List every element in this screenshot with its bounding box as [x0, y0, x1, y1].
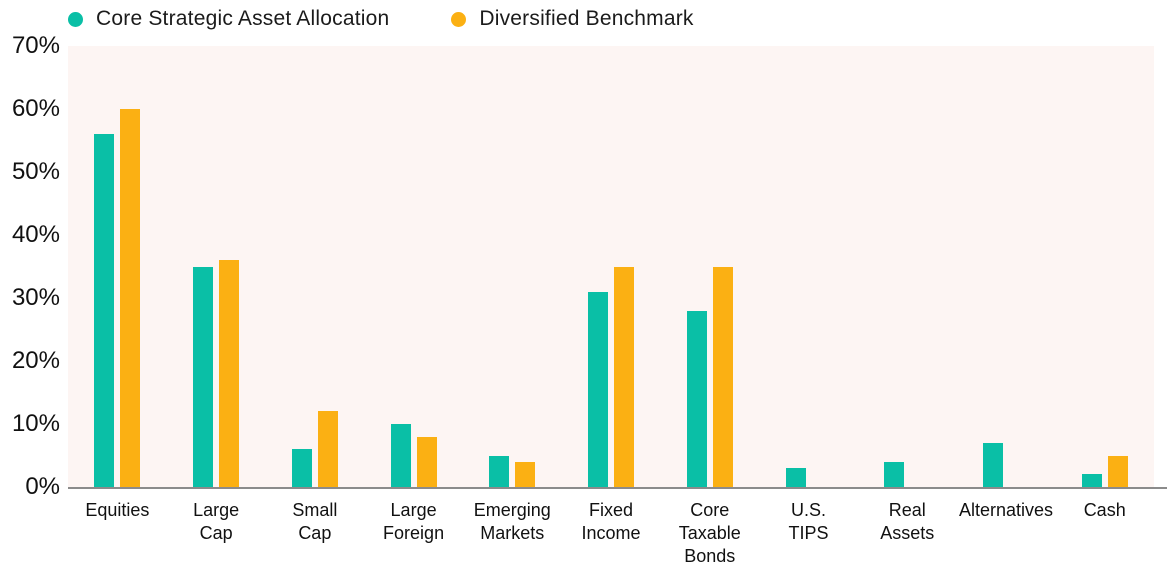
x-tick-label: Large Foreign: [383, 500, 445, 543]
bar-core: [686, 310, 707, 487]
bar-core: [1081, 474, 1102, 487]
bar-core: [884, 461, 905, 487]
y-tick-label: 60%: [11, 95, 60, 122]
y-tick-label: 40%: [11, 221, 60, 248]
bar-group-large-foreign: [364, 46, 463, 487]
y-tick-label: 70%: [11, 32, 60, 59]
bar-core: [291, 449, 312, 487]
bar-benchmark: [120, 109, 141, 487]
bar-core: [193, 266, 214, 487]
x-tick-label: Equities: [85, 500, 150, 520]
y-tick-label: 0%: [25, 473, 60, 500]
bar-group-small-cap: [265, 46, 364, 487]
x-axis-line: [68, 487, 1167, 489]
x-axis: Equities Large Cap Small Cap Large Foreign Emer…: [68, 499, 1154, 568]
x-tick-label: U.S. TIPS: [788, 500, 829, 543]
bar-group-large-cap: [167, 46, 266, 487]
legend-item: Diversified Benchmark: [451, 7, 693, 31]
bar-group-fixed-income: [562, 46, 661, 487]
bar-benchmark: [416, 436, 437, 487]
bar-core: [390, 424, 411, 487]
x-tick-label: Real Assets: [880, 500, 935, 543]
x-tick-label: Large Cap: [193, 500, 240, 543]
legend-swatch-icon: [68, 11, 83, 27]
plot-area: [68, 46, 1154, 487]
legend-label: Diversified Benchmark: [479, 7, 694, 30]
bar-benchmark: [614, 266, 635, 487]
x-tick-label: Core Taxable Bonds: [678, 500, 741, 566]
bar-group-core-taxable-bonds: [660, 46, 759, 487]
bar-core: [94, 134, 115, 487]
x-tick-label: Cash: [1083, 500, 1126, 520]
bar-group-real-assets: [858, 46, 957, 487]
y-tick-label: 20%: [11, 347, 60, 374]
bar-core: [785, 468, 806, 487]
legend: Core Strategic Asset Allocation Diversifi…: [68, 5, 694, 33]
bar-benchmark: [712, 266, 733, 487]
bar-group-cash: [1055, 46, 1154, 487]
legend-label: Core Strategic Asset Allocation: [96, 7, 390, 30]
x-tick-label: Emerging Markets: [473, 500, 551, 543]
legend-swatch-icon: [451, 11, 467, 27]
x-tick-label: Alternatives: [958, 500, 1053, 520]
y-tick-label: 30%: [11, 284, 60, 311]
bar-group-u-s-tips: [759, 46, 858, 487]
y-tick-label: 10%: [11, 410, 60, 437]
bar-group-emerging-markets: [463, 46, 562, 487]
bar-benchmark: [219, 260, 240, 487]
bar-core: [588, 291, 609, 487]
x-tick-label: Fixed Income: [581, 500, 641, 543]
bar-group-alternatives: [957, 46, 1056, 487]
bar-benchmark: [1107, 455, 1128, 487]
legend-item: Core Strategic Asset Allocation: [68, 7, 389, 31]
bar-core: [982, 442, 1003, 487]
bar-benchmark: [317, 411, 338, 487]
y-tick-label: 50%: [11, 158, 60, 185]
bar-benchmark: [515, 461, 536, 487]
bar-group-equities: [68, 46, 167, 487]
x-tick-label: Small Cap: [292, 500, 338, 543]
bar-core: [489, 455, 510, 487]
